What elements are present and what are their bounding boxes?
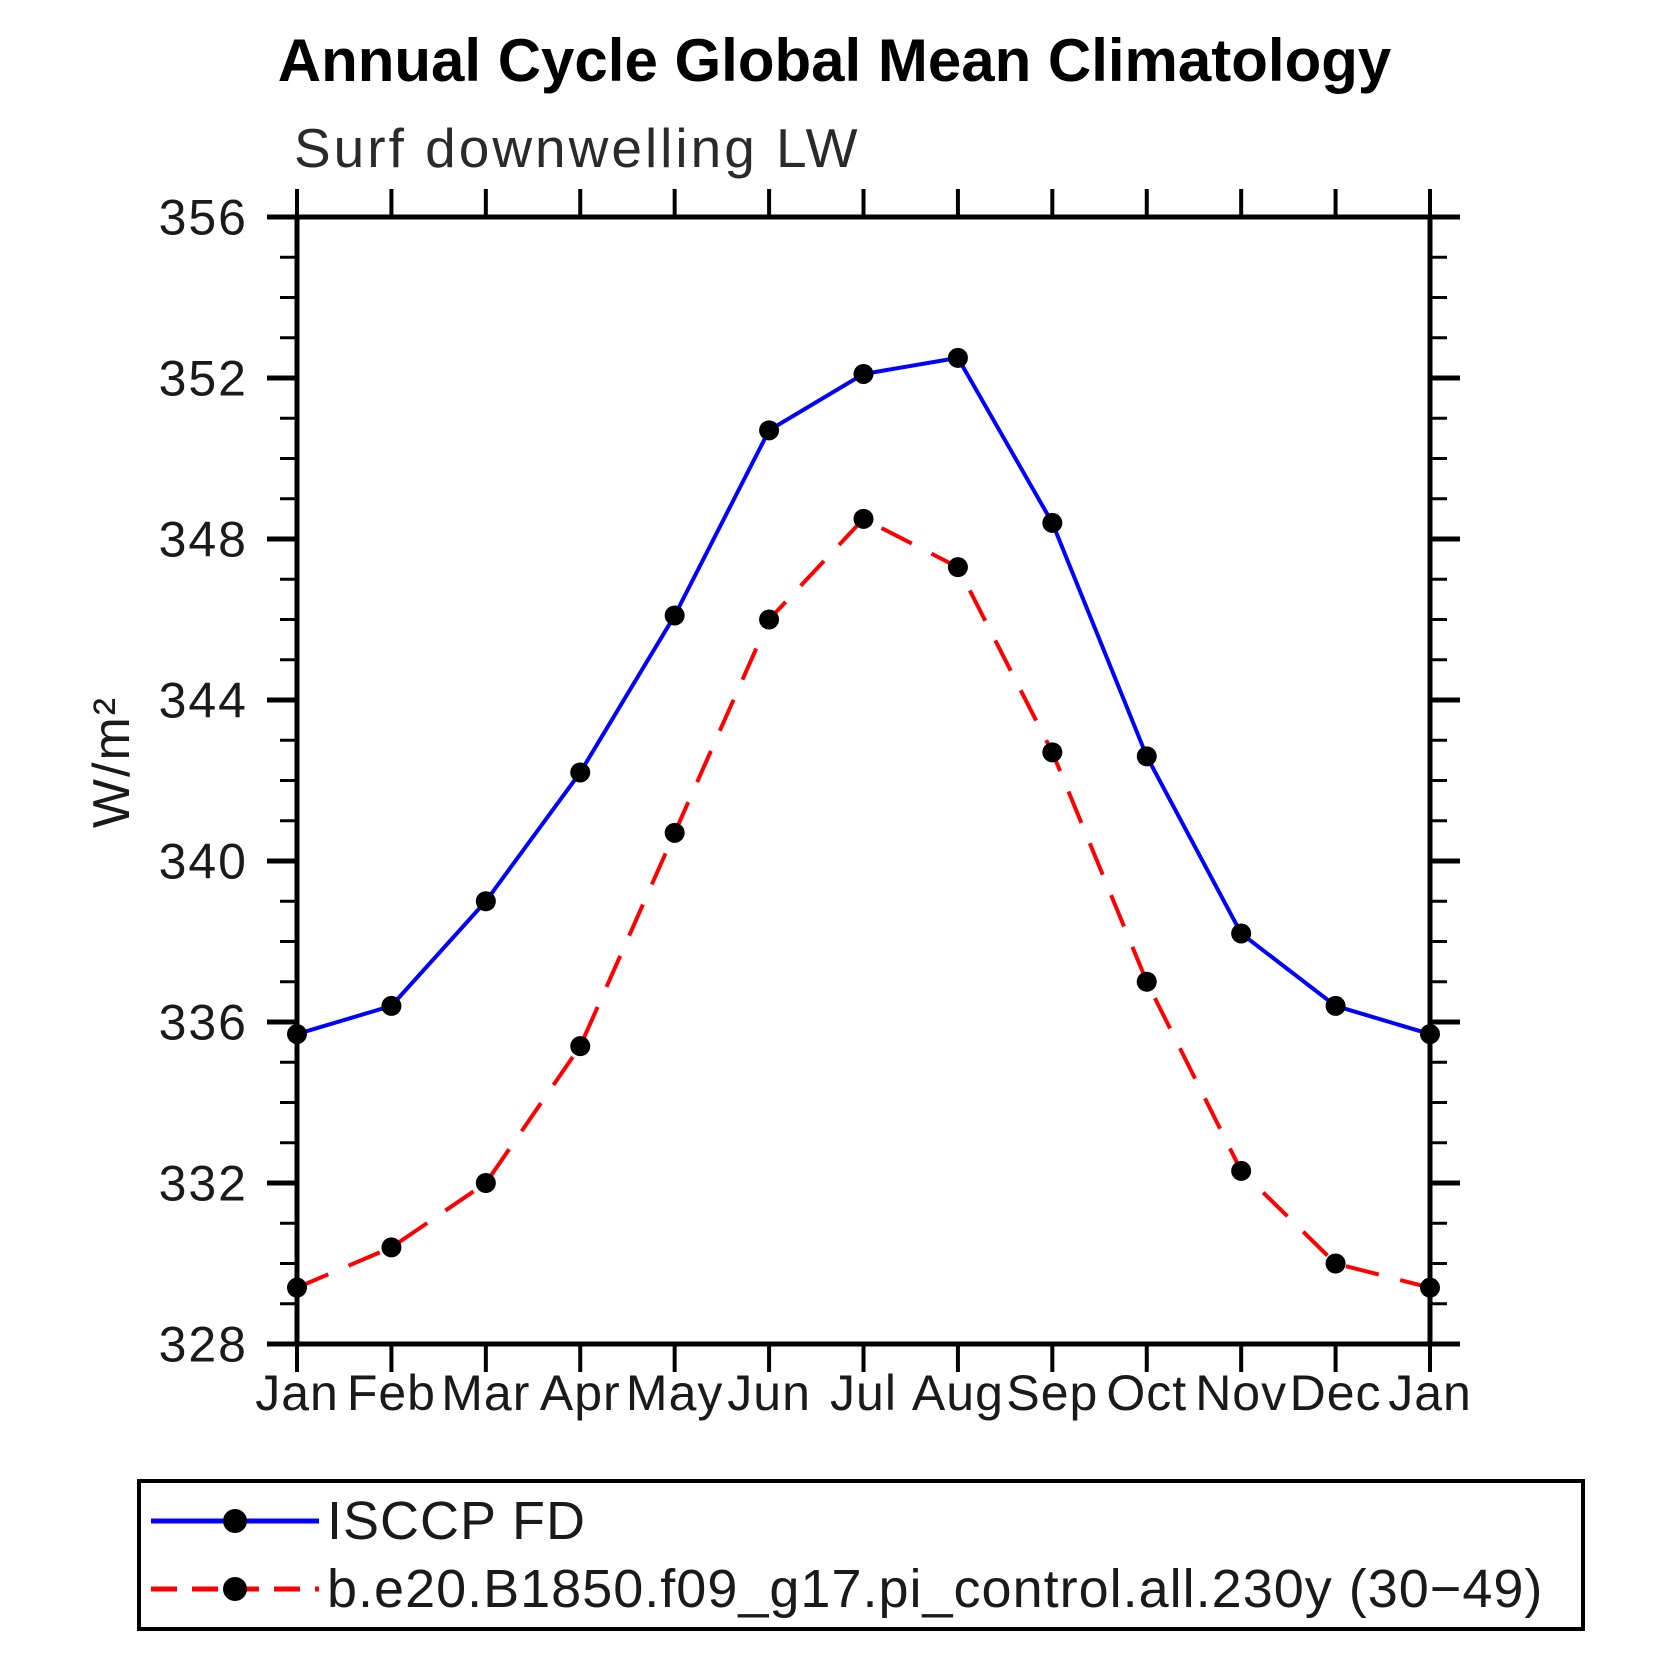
series-0-marker xyxy=(1136,746,1157,767)
x-tick-label: Sep xyxy=(1006,1365,1098,1421)
x-tick-label: Jan xyxy=(255,1365,339,1421)
legend-label-isccp-fd: ISCCP FD xyxy=(327,1490,587,1551)
chart-subtitle: Surf downwelling LW xyxy=(294,117,861,179)
series-1-marker xyxy=(1231,1160,1252,1181)
series-1-marker xyxy=(1042,742,1063,763)
series-0-marker xyxy=(1042,512,1063,533)
legend-marker-dot xyxy=(223,1508,247,1533)
legend-key-dashed-line xyxy=(151,1577,319,1602)
x-tick-label: Jul xyxy=(830,1365,897,1421)
plot-border xyxy=(294,214,1433,1347)
y-tick-label: 348 xyxy=(159,512,248,568)
x-tick-label: May xyxy=(626,1365,723,1421)
legend-label-model-run: b.e20.B1850.f09_g17.pi_control.all.230y … xyxy=(327,1559,1544,1620)
x-tick-label: Oct xyxy=(1106,1365,1187,1421)
legend-marker-dot xyxy=(223,1577,247,1602)
y-tick-label: 336 xyxy=(159,995,248,1051)
x-tick-label: Mar xyxy=(441,1365,530,1421)
x-tick-label: Jun xyxy=(727,1365,811,1421)
series-1-marker xyxy=(664,822,685,843)
legend-box: ISCCP FD b.e20.B1850.f09_g17.pi_control.… xyxy=(137,1479,1585,1631)
x-tick-label: Aug xyxy=(912,1365,1004,1421)
x-tick-label: Jan xyxy=(1388,1365,1472,1421)
series-1-marker xyxy=(759,609,780,630)
y-tick-label: 356 xyxy=(159,190,248,246)
series-0-marker xyxy=(853,363,874,384)
legend-item-model-run: b.e20.B1850.f09_g17.pi_control.all.230y … xyxy=(149,1558,1581,1620)
series-1-marker xyxy=(381,1237,402,1258)
series-1-marker xyxy=(475,1173,496,1193)
chart-title: Annual Cycle Global Mean Climatology xyxy=(277,27,1392,94)
series-1-marker xyxy=(947,557,968,578)
series-1-marker xyxy=(853,508,874,529)
series-0-marker xyxy=(1231,923,1252,944)
series-0-marker xyxy=(664,605,685,626)
series-0-marker xyxy=(947,347,968,368)
legend-key-solid-line xyxy=(151,1508,319,1533)
series-0-marker xyxy=(759,420,780,441)
series-0-marker xyxy=(287,1024,307,1045)
y-tick-label: 352 xyxy=(159,351,248,407)
series-1-marker xyxy=(1420,1277,1440,1298)
y-tick-label: 340 xyxy=(159,834,248,890)
x-tick-label: Dec xyxy=(1290,1365,1382,1421)
series-0-marker xyxy=(475,891,496,912)
series-1-marker xyxy=(287,1277,307,1298)
series-line-0 xyxy=(296,355,1431,1036)
series-0-marker xyxy=(1420,1024,1440,1045)
x-tick-label: Nov xyxy=(1195,1365,1287,1421)
series-0-marker xyxy=(1325,995,1346,1016)
y-tick-label: 344 xyxy=(159,673,248,729)
series-1-marker xyxy=(1325,1253,1346,1274)
series-line-1 xyxy=(296,516,1431,1290)
series-1-marker xyxy=(570,1036,591,1057)
y-tick-label: 328 xyxy=(159,1317,248,1373)
legend-item-isccp-fd: ISCCP FD xyxy=(149,1490,1581,1552)
x-tick-label: Apr xyxy=(540,1365,621,1421)
series-0-marker xyxy=(381,995,402,1016)
series-1-marker xyxy=(1136,971,1157,992)
y-tick-label: 332 xyxy=(159,1156,248,1212)
x-tick-label: Feb xyxy=(347,1365,436,1421)
series-0-marker xyxy=(570,762,591,783)
